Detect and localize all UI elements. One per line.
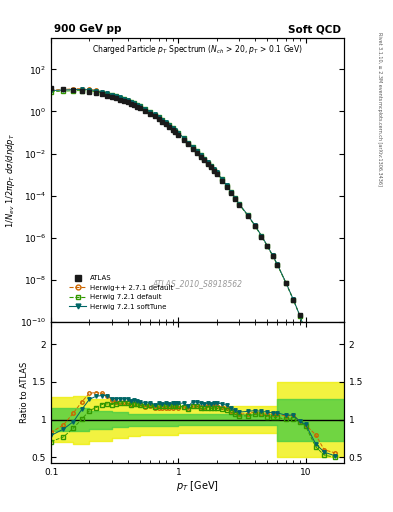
Y-axis label: $1/N_{ev}$ $1/2\pi p_T$ $d\sigma/d\eta dp_T$: $1/N_{ev}$ $1/2\pi p_T$ $d\sigma/d\eta d… (4, 133, 17, 228)
Text: mcplots.cern.ch [arXiv:1306.3436]: mcplots.cern.ch [arXiv:1306.3436] (377, 101, 382, 186)
X-axis label: $p_T$ [GeV]: $p_T$ [GeV] (176, 479, 219, 493)
Text: ATLAS_2010_S8918562: ATLAS_2010_S8918562 (152, 279, 242, 288)
Text: Soft QCD: Soft QCD (288, 24, 341, 34)
Text: Charged Particle $p_T$ Spectrum ($N_{ch}$ > 20, $p_T$ > 0.1 GeV): Charged Particle $p_T$ Spectrum ($N_{ch}… (92, 42, 303, 56)
Y-axis label: Ratio to ATLAS: Ratio to ATLAS (20, 362, 29, 423)
Text: 900 GeV pp: 900 GeV pp (54, 24, 121, 34)
Legend: ATLAS, Herwig++ 2.7.1 default, Herwig 7.2.1 default, Herwig 7.2.1 softTune: ATLAS, Herwig++ 2.7.1 default, Herwig 7.… (66, 272, 176, 312)
Text: Rivet 3.1.10, ≥ 2.3M events: Rivet 3.1.10, ≥ 2.3M events (377, 32, 382, 101)
